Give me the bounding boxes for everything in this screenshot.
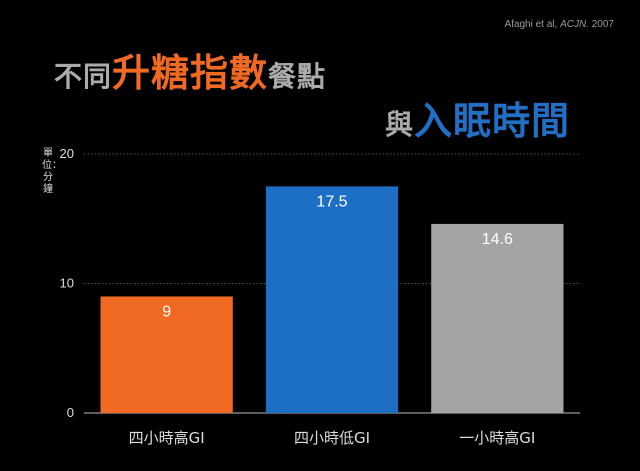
title-text-different: 不同	[54, 60, 113, 93]
bar-3	[431, 223, 564, 413]
y-tick-label-20: 20	[60, 146, 74, 161]
bars: 9 17.5 14.6	[100, 186, 564, 413]
bar-value-label-2: 17.5	[316, 193, 347, 210]
title-text-sleep-onset: 入眠時間	[413, 99, 570, 143]
category-label-1: 四小時高GI	[129, 429, 205, 447]
category-label-3: 一小時高GI	[459, 429, 535, 447]
title-text-meals: 餐點	[268, 60, 327, 93]
bar-1	[100, 296, 233, 413]
y-axis-label: 單位：分鐘	[42, 148, 62, 195]
chart-title-line-1: 不同升糖指數餐點	[54, 42, 326, 97]
category-label-2: 四小時低GI	[294, 429, 370, 447]
citation-authors: Afaghi et al,	[504, 19, 561, 30]
bar-2	[265, 186, 399, 413]
y-tick-labels: 0 10 20	[60, 146, 74, 420]
title-text-glycemic-index: 升糖指數	[112, 51, 269, 95]
citation: Afaghi et al, ACJN. 2007	[504, 19, 614, 30]
citation-journal: ACJN.	[560, 19, 589, 30]
y-tick-label-10: 10	[60, 276, 74, 291]
bar-value-label-1: 9	[162, 303, 171, 320]
citation-year: 2007	[588, 19, 614, 30]
y-tick-label-0: 0	[67, 405, 74, 420]
bar-value-label-3: 14.6	[482, 231, 513, 248]
category-labels: 四小時高GI 四小時低GI 一小時高GI	[129, 429, 536, 447]
title-text-and: 與	[384, 108, 414, 141]
chart-title-line-2: 與入眠時間	[385, 90, 570, 145]
